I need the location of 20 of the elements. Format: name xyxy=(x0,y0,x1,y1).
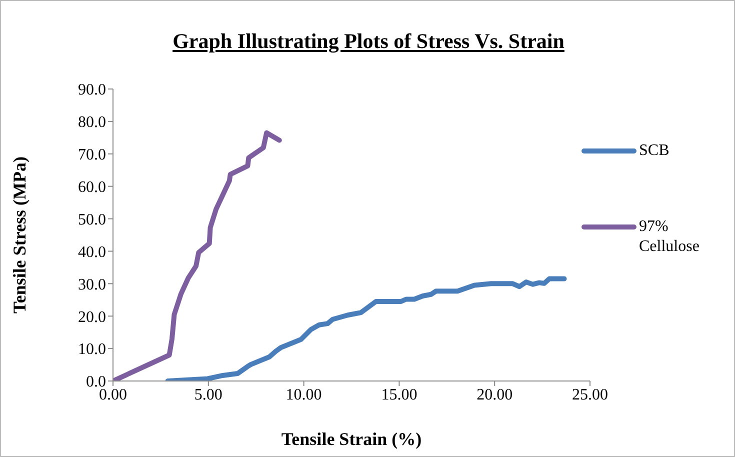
x-axis-title: Tensile Strain (%) xyxy=(281,429,422,449)
y-tick-label: 90.0 xyxy=(78,82,106,99)
y-tick-label: 20.0 xyxy=(78,308,106,326)
y-tick-label: 70.0 xyxy=(78,146,106,164)
y-tick-label: 40.0 xyxy=(78,244,106,261)
x-tick-label: 15.00 xyxy=(381,386,418,404)
y-tick-label: 80.0 xyxy=(78,114,106,132)
y-tick-label: 10.0 xyxy=(78,341,106,358)
x-tick-label: 25.00 xyxy=(572,386,608,404)
x-tick-label: 10.00 xyxy=(286,386,322,404)
legend-label: 97% Cellulose xyxy=(639,217,700,257)
legend-label: SCB xyxy=(639,141,670,161)
x-tick-label: 5.00 xyxy=(194,386,222,404)
x-tick-label: 20.00 xyxy=(476,386,513,404)
y-tick-label: 30.0 xyxy=(78,276,106,294)
x-tick-label: 0.00 xyxy=(99,386,127,404)
y-tick-label: 50.0 xyxy=(78,211,106,228)
y-axis-title: Tensile Stress (MPa) xyxy=(9,156,30,314)
y-tick-label: 60.0 xyxy=(78,179,106,196)
chart-title: Graph Illustrating Plots of Stress Vs. Strain xyxy=(172,29,566,54)
